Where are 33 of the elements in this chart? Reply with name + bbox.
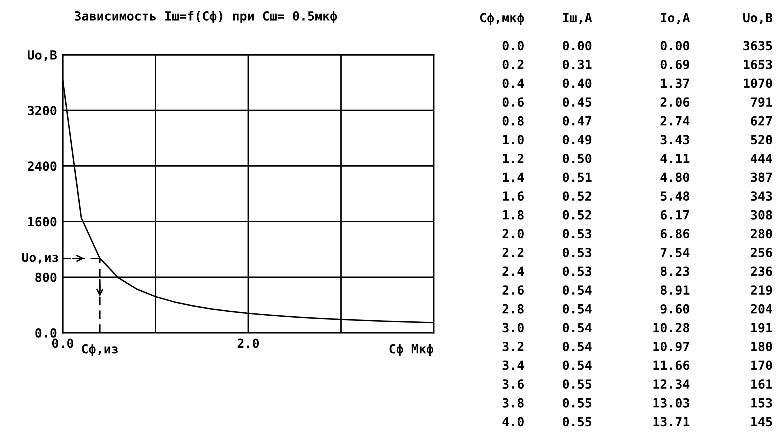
y-tick-label: 3200 bbox=[28, 106, 57, 116]
text: 3.4 0.54 11.66 170 bbox=[502, 360, 772, 370]
text: 3.6 0.55 12.34 161 bbox=[502, 380, 772, 390]
text: 1.2 0.50 4.11 444 bbox=[503, 154, 772, 164]
text: 2.8 0.54 9.60 204 bbox=[502, 304, 772, 314]
text: 1.6 0.52 5.48 343 bbox=[503, 192, 772, 202]
chart-title: Зависимость Iш=f(Cф) при Cш= 0.5мкф bbox=[74, 11, 338, 24]
x-axis-title: Cф Mкф bbox=[390, 344, 434, 356]
y-tick-label: Uo,В bbox=[28, 50, 57, 62]
text: Cф,мкф Iш,A Io,A Uo,В bbox=[480, 12, 773, 26]
text: 1.8 0.52 6.17 308 bbox=[503, 210, 772, 220]
ref-line-label: Cф,из bbox=[82, 344, 118, 356]
ref-line-label: Uo,из bbox=[22, 252, 58, 264]
text: 2.6 0.54 8.91 219 bbox=[502, 286, 772, 296]
text: 0.2 0.31 0.69 1653 bbox=[502, 60, 772, 70]
y-tick-label: 2400 bbox=[28, 162, 57, 172]
text: 2.4 0.53 8.23 236 bbox=[502, 266, 772, 276]
text: 0.6 0.45 2.06 791 bbox=[502, 98, 772, 108]
text: 1.4 0.51 4.80 387 bbox=[503, 172, 772, 182]
y-tick-label: 1600 bbox=[28, 217, 57, 227]
text: 3.0 0.54 10.28 191 bbox=[502, 323, 772, 333]
text: 2.0 0.53 6.86 280 bbox=[502, 229, 772, 239]
text: 0.8 0.47 2.74 627 bbox=[502, 116, 772, 126]
text: 0.4 0.40 1.37 1070 bbox=[502, 78, 772, 88]
text: 1.0 0.49 3.43 520 bbox=[503, 135, 772, 145]
text: 0.0 0.00 0.00 3635 bbox=[502, 41, 772, 51]
text: 3.2 0.54 10.97 180 bbox=[502, 342, 772, 352]
text: 4.0 0.55 13.71 145 bbox=[502, 417, 772, 427]
text: 3.8 0.55 13.03 153 bbox=[502, 398, 772, 408]
text: 2.2 0.53 7.54 256 bbox=[502, 248, 772, 258]
y-tick-label: 800 bbox=[36, 272, 57, 282]
x-tick-label: 2.0 bbox=[238, 338, 260, 348]
y-tick-label: 0.0 bbox=[36, 328, 57, 338]
